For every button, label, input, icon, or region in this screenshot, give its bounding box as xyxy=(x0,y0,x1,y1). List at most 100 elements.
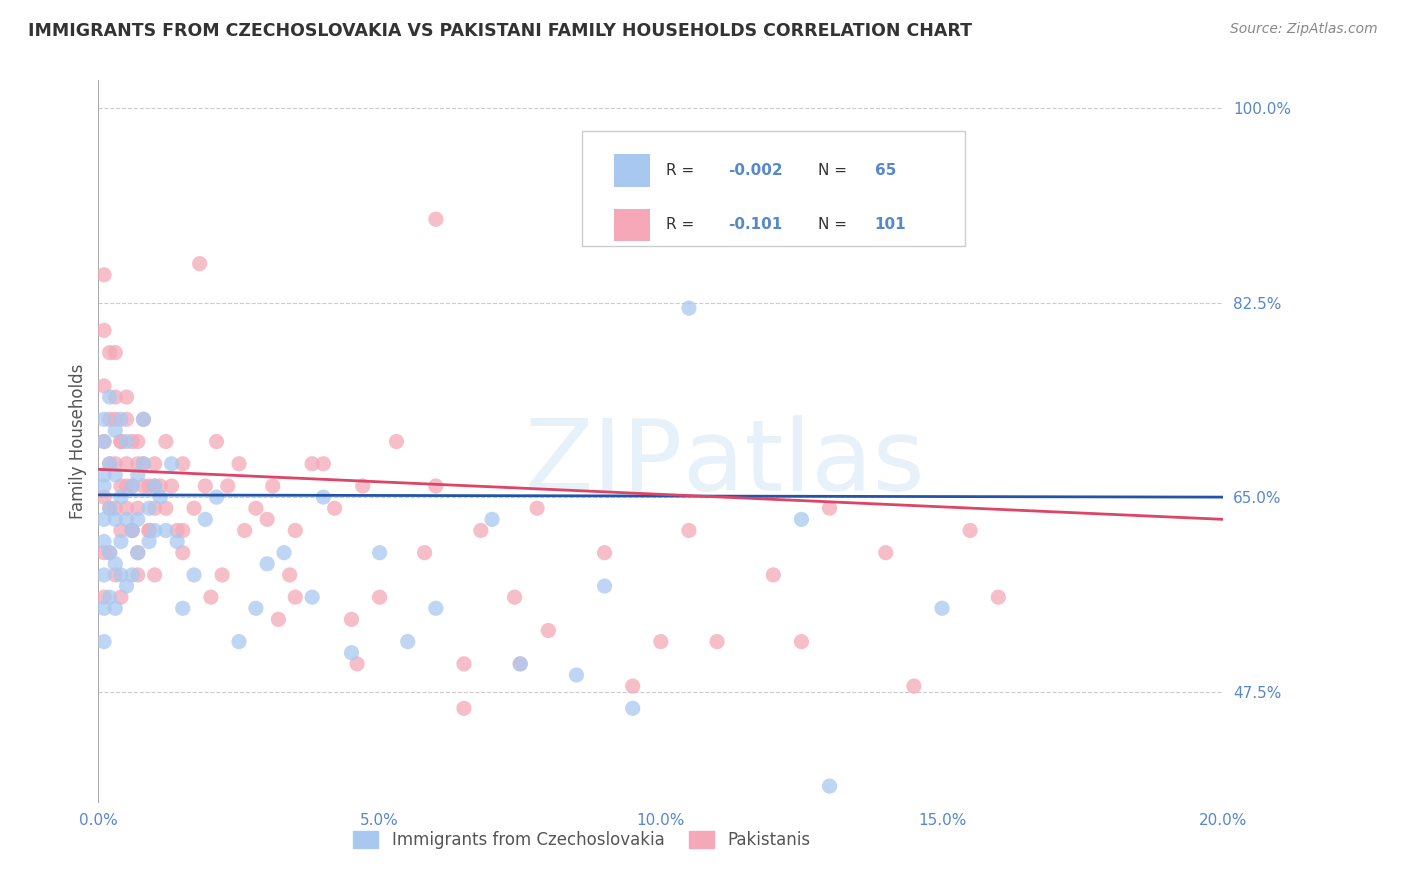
Point xyxy=(104,601,127,615)
Point xyxy=(127,546,149,560)
Point xyxy=(762,568,785,582)
Point xyxy=(453,657,475,671)
Point xyxy=(396,634,419,648)
Point xyxy=(138,524,160,538)
Point xyxy=(138,479,160,493)
Point xyxy=(278,568,301,582)
Text: ZIP: ZIP xyxy=(524,415,683,512)
Point xyxy=(98,501,121,516)
Point xyxy=(166,534,188,549)
Point xyxy=(790,512,813,526)
Point xyxy=(503,590,526,604)
Point xyxy=(526,501,548,516)
Point xyxy=(205,490,228,504)
Text: 65: 65 xyxy=(875,163,896,178)
Point xyxy=(678,524,700,538)
Point xyxy=(110,490,132,504)
Text: N =: N = xyxy=(818,218,852,232)
Point xyxy=(425,601,447,615)
Point xyxy=(110,412,132,426)
Point xyxy=(228,457,250,471)
Point xyxy=(256,557,278,571)
Text: IMMIGRANTS FROM CZECHOSLOVAKIA VS PAKISTANI FAMILY HOUSEHOLDS CORRELATION CHART: IMMIGRANTS FROM CZECHOSLOVAKIA VS PAKIST… xyxy=(28,22,972,40)
Point xyxy=(98,501,121,516)
Point xyxy=(818,779,841,793)
Point xyxy=(368,546,391,560)
Point xyxy=(593,579,616,593)
Point xyxy=(284,524,307,538)
Point xyxy=(183,501,205,516)
Point xyxy=(93,601,115,615)
Point xyxy=(121,479,143,493)
Point xyxy=(160,457,183,471)
Point xyxy=(340,646,363,660)
Point xyxy=(121,568,143,582)
Point xyxy=(104,568,127,582)
Point xyxy=(537,624,560,638)
Point xyxy=(115,457,138,471)
Point xyxy=(110,479,132,493)
Point xyxy=(200,590,222,604)
Point xyxy=(262,479,284,493)
Point xyxy=(509,657,531,671)
Point xyxy=(413,546,436,560)
Point xyxy=(93,379,115,393)
Point xyxy=(143,524,166,538)
Point xyxy=(98,546,121,560)
Point xyxy=(138,524,160,538)
Point xyxy=(121,479,143,493)
Point xyxy=(110,524,132,538)
Point xyxy=(121,524,143,538)
Point xyxy=(621,701,644,715)
Point xyxy=(104,412,127,426)
Point xyxy=(149,490,172,504)
Point xyxy=(155,501,177,516)
Point xyxy=(217,479,239,493)
Point xyxy=(127,457,149,471)
Point xyxy=(121,434,143,449)
Point xyxy=(115,579,138,593)
Point xyxy=(143,501,166,516)
Point xyxy=(959,524,981,538)
Point xyxy=(93,546,115,560)
Point xyxy=(312,457,335,471)
Point xyxy=(228,634,250,648)
FancyBboxPatch shape xyxy=(582,131,965,246)
Point xyxy=(121,524,143,538)
Point xyxy=(678,301,700,315)
Point xyxy=(98,412,121,426)
Point xyxy=(352,479,374,493)
Point xyxy=(110,590,132,604)
Legend: Immigrants from Czechoslovakia, Pakistanis: Immigrants from Czechoslovakia, Pakistan… xyxy=(347,824,817,856)
Text: R =: R = xyxy=(666,218,700,232)
Point xyxy=(104,345,127,359)
Point xyxy=(284,590,307,604)
Point xyxy=(312,490,335,504)
Point xyxy=(205,434,228,449)
Point xyxy=(104,512,127,526)
Point xyxy=(425,479,447,493)
Point xyxy=(323,501,346,516)
Point xyxy=(132,457,155,471)
Point xyxy=(98,457,121,471)
Text: -0.101: -0.101 xyxy=(728,218,783,232)
Point xyxy=(93,590,115,604)
Point xyxy=(98,590,121,604)
Point xyxy=(132,457,155,471)
Point xyxy=(621,679,644,693)
Point xyxy=(143,479,166,493)
Text: atlas: atlas xyxy=(683,415,925,512)
Point xyxy=(453,701,475,715)
Point xyxy=(340,612,363,626)
Point xyxy=(346,657,368,671)
Point xyxy=(931,601,953,615)
Bar xyxy=(613,209,650,241)
Point xyxy=(127,501,149,516)
Point xyxy=(245,601,267,615)
Point xyxy=(121,524,143,538)
Point xyxy=(245,501,267,516)
Point xyxy=(903,679,925,693)
Point xyxy=(149,479,172,493)
Point xyxy=(115,501,138,516)
Point xyxy=(875,546,897,560)
